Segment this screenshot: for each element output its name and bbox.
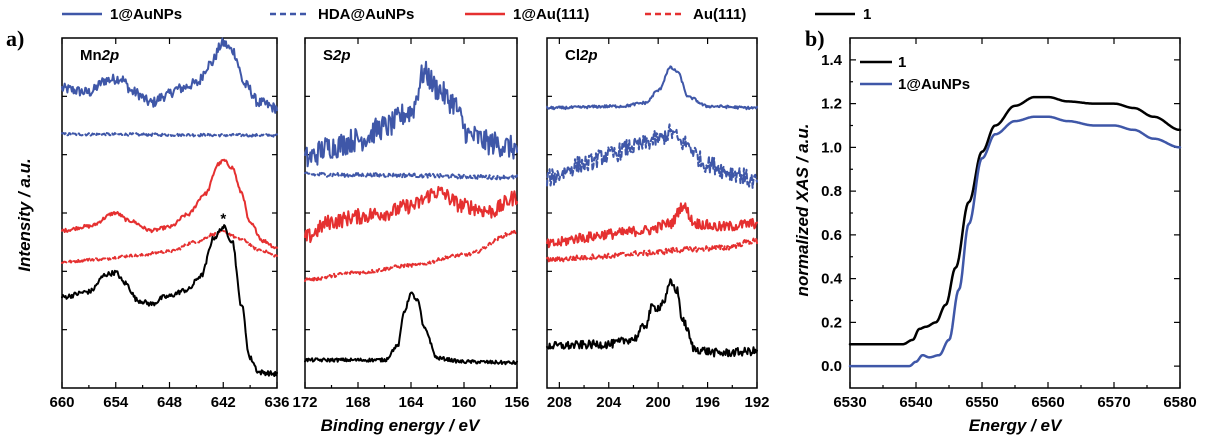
y-axis-label-a: Intensity / a.u. (15, 158, 34, 271)
series-1 (848, 95, 1182, 346)
y-tick-label: 0.4 (821, 271, 843, 288)
series-1 (304, 291, 518, 366)
x-tick-label: 164 (398, 394, 424, 411)
legend-label-1: 1 (898, 54, 906, 71)
subplot-title-orbital: 2p (332, 47, 351, 64)
legend-panel-a: 1@AuNPs HDA@AuNPs 1@Au(111) Au(111) 1 (62, 6, 871, 23)
series-au-111 (61, 229, 278, 264)
x-tick-label: 204 (596, 394, 622, 411)
x-tick-label: 172 (292, 394, 317, 411)
subplot-title-element: S (323, 47, 333, 64)
series-1-aunps (304, 60, 518, 168)
y-tick-label: 0.2 (821, 314, 842, 331)
x-tick-label: 6530 (833, 394, 866, 411)
x-tick-label: 6570 (1097, 394, 1130, 411)
x-tick-label: 642 (211, 394, 236, 411)
series-1-aunps (61, 37, 278, 114)
series-au-111 (546, 237, 758, 264)
subplot-title: Mn2p (80, 47, 119, 64)
series-1-aunps (546, 65, 758, 111)
cl2p-plot: 208 204 200 196 192 Cl2p (546, 37, 770, 411)
x-tick-label: 6580 (1163, 394, 1196, 411)
legend-label-hda-aunps: HDA@AuNPs (318, 6, 414, 23)
y-tick-label: 0.8 (821, 183, 842, 200)
peak-annotation: * (220, 211, 226, 228)
x-tick-label: 208 (547, 394, 572, 411)
series-1 (546, 278, 758, 358)
legend-label-au-111: Au(111) (693, 6, 746, 23)
y-tick-label: 1.2 (821, 96, 842, 113)
x-tick-label: 636 (264, 394, 289, 411)
panel-label-b: b) (805, 26, 825, 51)
plot-frame (546, 37, 758, 389)
legend-entry-au-111: Au(111) (645, 6, 746, 23)
x-tick-label: 6540 (899, 394, 932, 411)
series-hda-aunps (304, 171, 518, 181)
subplot-title-element: Mn (80, 47, 102, 64)
x-tick-label: 6560 (1031, 394, 1064, 411)
series-hda-aunps (61, 132, 278, 138)
subplot-title: Cl2p (565, 47, 598, 64)
legend-label-1: 1 (863, 6, 871, 23)
series-1-au-111 (546, 202, 758, 249)
series-1-au-111 (61, 158, 278, 250)
legend-entry-hda-aunps: HDA@AuNPs (270, 6, 414, 23)
y-axis-label-b: normalized XAS / a.u. (793, 124, 812, 297)
legend-entry-1: 1 (815, 6, 871, 23)
x-tick-label: 6550 (965, 394, 998, 411)
x-tick-label: 660 (49, 394, 74, 411)
series-1-aunps (848, 115, 1182, 368)
y-tick-label: 0.0 (821, 358, 842, 375)
subplot-title-orbital: 2p (579, 47, 598, 64)
legend-entry-1-aunps: 1@AuNPs (860, 76, 970, 93)
series-hda-aunps (546, 123, 758, 189)
x-axis-label-a: Binding energy / eV (321, 416, 481, 435)
y-tick-label: 1.4 (821, 52, 843, 69)
x-axis-label-b: Energy / eV (969, 416, 1063, 435)
plot-frame (304, 37, 518, 389)
legend-entry-1: 1 (860, 54, 906, 71)
legend-entry-1-au-111: 1@Au(111) (465, 6, 589, 23)
legend-label-1-aunps: 1@AuNPs (898, 76, 970, 93)
panel-label-a: a) (6, 26, 24, 51)
x-tick-label: 160 (451, 394, 476, 411)
x-tick-label: 168 (345, 394, 370, 411)
xas-plot: 6530 6540 6550 6560 6570 6580 0.0 0.2 0.4 0.6 0.8 1… (821, 37, 1197, 411)
x-tick-label: 196 (695, 394, 720, 411)
s2p-plot: 172 168 164 160 156 S2p (292, 37, 530, 411)
legend-entry-1-aunps: 1@AuNPs (62, 6, 182, 23)
x-tick-label: 192 (744, 394, 769, 411)
x-tick-label: 156 (504, 394, 529, 411)
y-tick-label: 0.6 (821, 227, 842, 244)
subplot-title-orbital: 2p (101, 47, 120, 64)
subplot-title: S2p (323, 47, 351, 64)
subplot-title-element: Cl (565, 47, 580, 64)
x-tick-label: 654 (103, 394, 129, 411)
mn2p-plot: 660 654 648 642 636 Mn2p * (49, 37, 290, 411)
series-au-111 (304, 229, 518, 282)
legend-label-1-aunps: 1@AuNPs (110, 6, 182, 23)
legend-label-1-au-111: 1@Au(111) (513, 6, 589, 23)
y-tick-label: 1.0 (821, 139, 842, 156)
x-tick-label: 200 (646, 394, 671, 411)
series-1 (61, 224, 278, 377)
series-1-au-111 (304, 185, 518, 244)
x-tick-label: 648 (157, 394, 182, 411)
